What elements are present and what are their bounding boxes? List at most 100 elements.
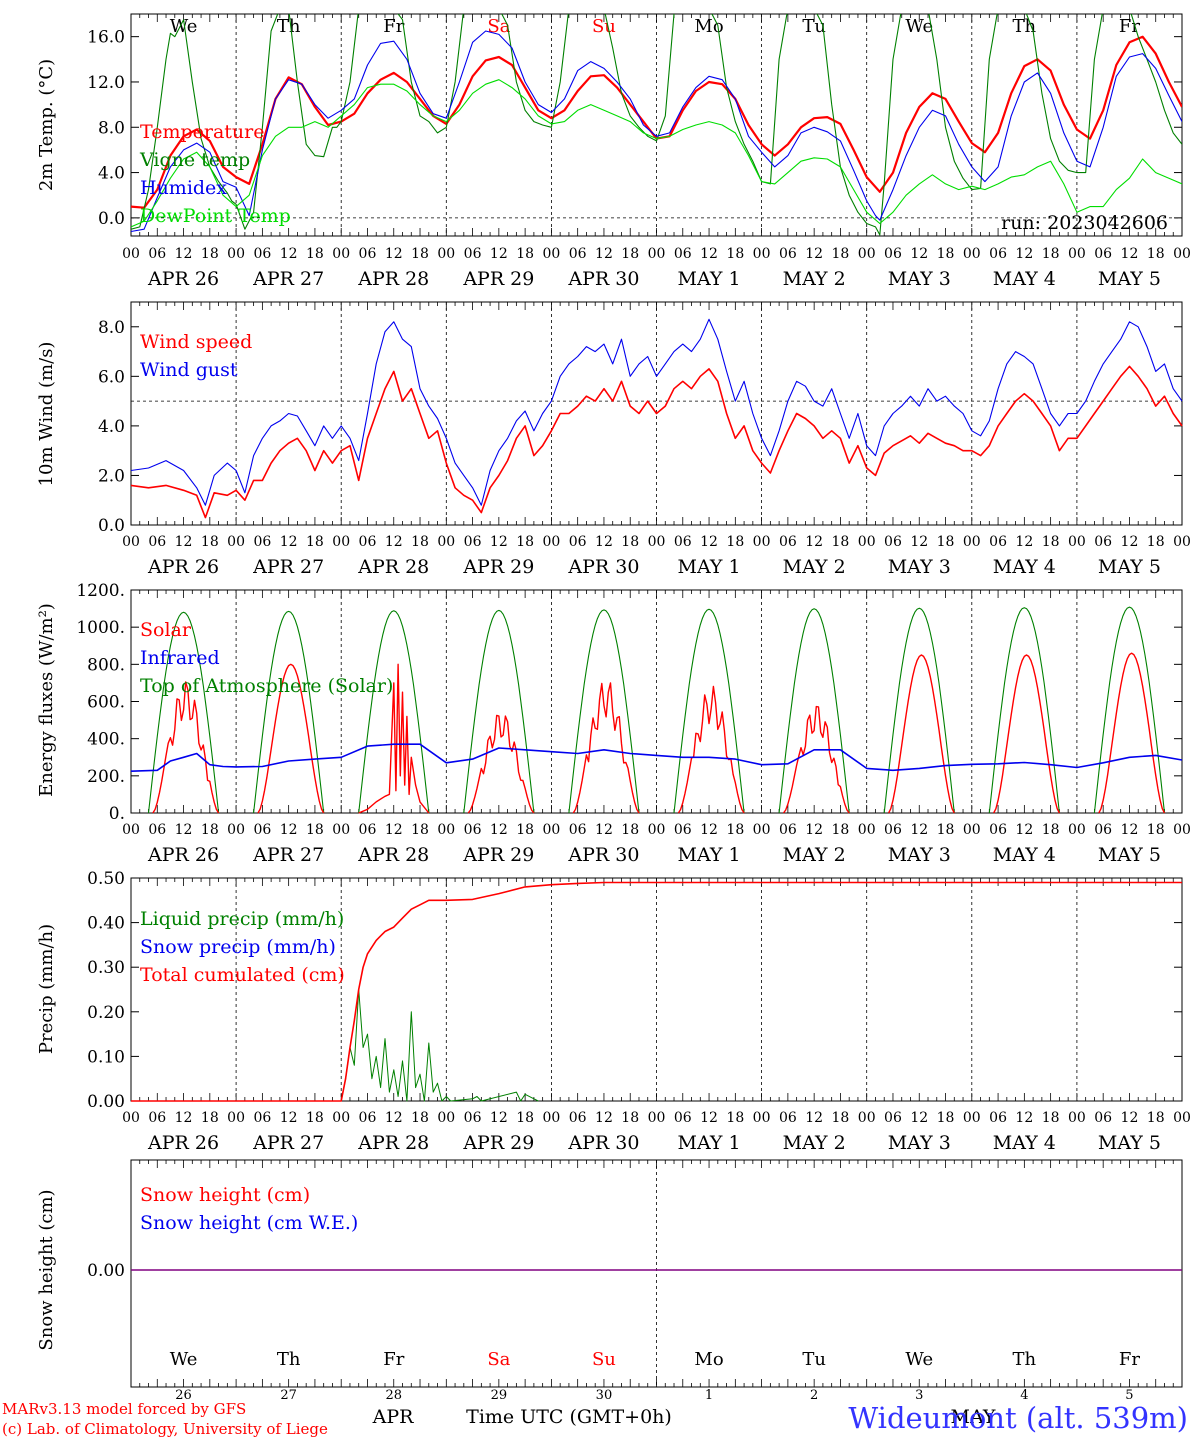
hour-tick-label: 12 <box>700 246 718 262</box>
weekday-label: Th <box>277 16 301 37</box>
precipitation-panel: 0.00 0.10 0.20 0.30 0.40 0.50 Precip (mm/h) 00 0… <box>36 869 1191 1154</box>
weekday-label: Tu <box>802 1349 826 1370</box>
hour-tick-label: 06 <box>779 1110 797 1126</box>
toa-solar-curve <box>463 609 535 814</box>
hour-tick-label: 00 <box>437 822 455 838</box>
hour-tick-label: 06 <box>989 1110 1007 1126</box>
hour-tick-label: 12 <box>1121 822 1139 838</box>
series-liquid-precip-mm-h-line <box>340 989 539 1102</box>
hour-tick-label: 12 <box>700 822 718 838</box>
hour-tick-label: 18 <box>937 246 955 262</box>
hour-tick-label: 18 <box>726 822 744 838</box>
hour-tick-label: 18 <box>306 534 324 550</box>
weekday-label: Th <box>1013 1349 1037 1370</box>
legend-entry: DewPoint Temp <box>140 205 291 227</box>
weekday-label: Mo <box>694 1349 723 1370</box>
hour-tick-label: 00 <box>1173 1110 1191 1126</box>
hour-tick-label: 06 <box>884 1110 902 1126</box>
hour-tick-label: 00 <box>437 246 455 262</box>
day-number-label: 28 <box>385 1388 402 1403</box>
hour-tick-label: 00 <box>858 822 876 838</box>
hour-tick-label: 12 <box>490 822 508 838</box>
date-label: MAY 2 <box>783 556 846 578</box>
hour-tick-label: 12 <box>1015 1110 1033 1126</box>
x-axis-title: Time UTC (GMT+0h) <box>466 1406 672 1428</box>
hour-tick-label: 06 <box>464 534 482 550</box>
y-axis-label: 2m Temp. (°C) <box>36 59 57 191</box>
y-tick-label: 12.0 <box>87 73 125 93</box>
y-tick-label: 0.00 <box>87 1092 125 1112</box>
hour-tick-label: 12 <box>490 1110 508 1126</box>
hour-tick-label: 18 <box>1147 1110 1165 1126</box>
hour-tick-label: 18 <box>201 246 219 262</box>
hour-tick-label: 00 <box>648 246 666 262</box>
hour-tick-label: 12 <box>700 534 718 550</box>
hour-tick-label: 00 <box>227 534 245 550</box>
weekday-label: Th <box>1013 16 1037 37</box>
hour-tick-label: 06 <box>674 1110 692 1126</box>
hour-tick-label: 06 <box>569 534 587 550</box>
y-tick-label: 0. <box>109 804 125 824</box>
hour-tick-label: 00 <box>122 246 140 262</box>
series-total-cumulated-cm-line <box>131 881 1182 1102</box>
hour-tick-label: 18 <box>832 246 850 262</box>
hour-tick-label: 00 <box>122 822 140 838</box>
legend-entry: Vigne temp <box>139 149 250 171</box>
hour-tick-label: 12 <box>910 822 928 838</box>
date-label: MAY 4 <box>993 268 1056 290</box>
y-tick-label: 4.0 <box>98 164 125 184</box>
hour-tick-label: 06 <box>464 1110 482 1126</box>
station-name: Wideumont (alt. 539m) <box>848 1401 1188 1435</box>
hour-tick-label: 00 <box>332 822 350 838</box>
weekday-label: Sa <box>487 1349 510 1370</box>
hour-tick-label: 06 <box>674 822 692 838</box>
hour-tick-label: 18 <box>201 534 219 550</box>
toa-solar-curve <box>988 607 1060 814</box>
hour-tick-label: 06 <box>253 822 271 838</box>
hour-tick-label: 12 <box>175 1110 193 1126</box>
date-label: APR 29 <box>462 556 534 578</box>
date-label: MAY 5 <box>1098 556 1161 578</box>
weekday-label: We <box>170 1349 198 1370</box>
hour-tick-label: 00 <box>332 246 350 262</box>
y-tick-label: 0.30 <box>87 958 125 978</box>
run-label: run: 2023042606 <box>1001 212 1168 234</box>
hour-tick-label: 06 <box>464 822 482 838</box>
hour-tick-label: 18 <box>621 246 639 262</box>
solar-curve <box>257 663 325 814</box>
hour-tick-label: 12 <box>595 246 613 262</box>
y-tick-label: 6.0 <box>98 367 125 387</box>
hour-tick-label: 06 <box>779 534 797 550</box>
hour-tick-label: 12 <box>805 534 823 550</box>
hour-tick-label: 06 <box>569 246 587 262</box>
date-label: APR 26 <box>147 268 219 290</box>
hour-tick-label: 18 <box>621 1110 639 1126</box>
model-credit: MARv3.13 model forced by GFS <box>2 1400 246 1418</box>
hour-tick-label: 06 <box>674 246 692 262</box>
legend-entry: Top of Atmosphere (Solar) <box>140 675 393 697</box>
hour-tick-label: 06 <box>1094 534 1112 550</box>
hour-tick-label: 00 <box>858 534 876 550</box>
hour-tick-label: 00 <box>648 1110 666 1126</box>
date-label: MAY 1 <box>678 1132 741 1154</box>
hour-tick-label: 06 <box>148 534 166 550</box>
hour-tick-label: 06 <box>884 246 902 262</box>
hour-tick-label: 00 <box>648 534 666 550</box>
hour-tick-label: 06 <box>148 246 166 262</box>
hour-tick-label: 18 <box>621 822 639 838</box>
weekday-label: Fr <box>383 16 404 37</box>
hour-tick-label: 00 <box>227 1110 245 1126</box>
hour-tick-label: 06 <box>359 534 377 550</box>
date-label: MAY 1 <box>678 844 741 866</box>
month-label-apr: APR <box>372 1406 415 1428</box>
hour-tick-label: 00 <box>1173 822 1191 838</box>
weekday-label: We <box>170 16 198 37</box>
hour-tick-label: 06 <box>1094 1110 1112 1126</box>
hour-tick-label: 06 <box>884 534 902 550</box>
hour-tick-label: 06 <box>989 534 1007 550</box>
date-label: APR 30 <box>567 268 639 290</box>
day-number-label: 1 <box>705 1388 713 1403</box>
hour-tick-label: 18 <box>937 822 955 838</box>
hour-tick-label: 12 <box>910 534 928 550</box>
date-label: MAY 3 <box>888 1132 951 1154</box>
